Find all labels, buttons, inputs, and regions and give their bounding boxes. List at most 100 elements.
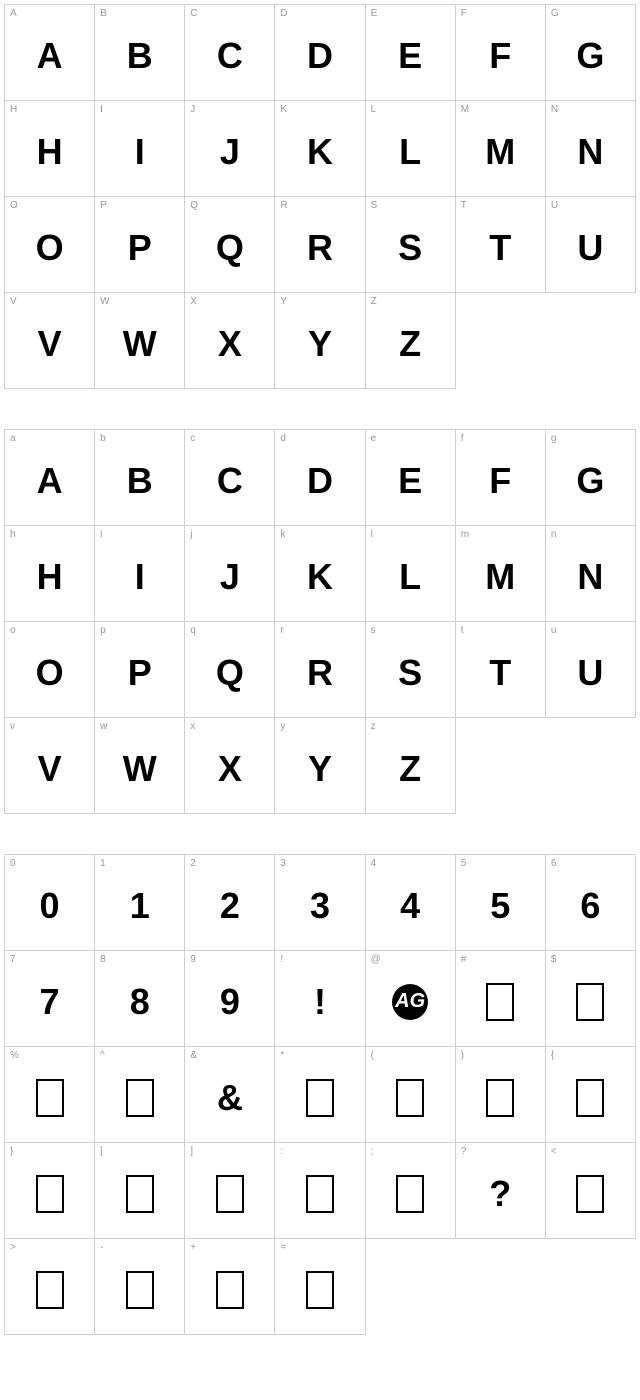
charmap-glyph: H [5, 526, 94, 621]
charmap-glyph: & [185, 1047, 274, 1142]
charmap-key-label: 5 [461, 858, 467, 869]
charmap-key-label: ! [280, 954, 283, 965]
charmap-key-label: v [10, 721, 15, 732]
missing-glyph-icon [576, 1175, 604, 1213]
charmap-cell: BB [95, 5, 185, 101]
charmap-key-label: 0 [10, 858, 16, 869]
charmap-section-numbers-symbols: 00112233445566778899!!@AG#$%^&&*(){}[]:;… [4, 854, 636, 1335]
charmap-key-label: U [551, 200, 558, 211]
charmap-key-label: @ [371, 954, 381, 965]
glyph-char: U [577, 227, 603, 269]
charmap-glyph [456, 1047, 545, 1142]
glyph-char: K [307, 556, 333, 598]
charmap-glyph: V [5, 718, 94, 813]
charmap-cell: tT [456, 622, 546, 718]
charmap-cell: uU [546, 622, 636, 718]
glyph-char: D [307, 35, 333, 77]
glyph-char: J [220, 556, 240, 598]
glyph-char: V [38, 323, 62, 365]
charmap-glyph: U [546, 197, 635, 292]
charmap-cell: FF [456, 5, 546, 101]
charmap-glyph [366, 1047, 455, 1142]
charmap-cell: VV [5, 293, 95, 389]
charmap-key-label: 9 [190, 954, 196, 965]
charmap-glyph: W [95, 718, 184, 813]
charmap-key-label: : [280, 1146, 283, 1157]
charmap-key-label: y [280, 721, 285, 732]
charmap-key-label: Y [280, 296, 287, 307]
missing-glyph-icon [36, 1079, 64, 1117]
glyph-char: Q [216, 652, 244, 694]
charmap-glyph: Q [185, 197, 274, 292]
charmap-cell-empty [366, 1239, 456, 1335]
charmap-cell: 22 [185, 855, 275, 951]
charmap-glyph: C [185, 430, 274, 525]
charmap-glyph: L [366, 526, 455, 621]
charmap-cell: vV [5, 718, 95, 814]
charmap-key-label: I [100, 104, 103, 115]
missing-glyph-icon [306, 1271, 334, 1309]
charmap-key-label: c [190, 433, 195, 444]
charmap-glyph [95, 1047, 184, 1142]
charmap-cell: < [546, 1143, 636, 1239]
charmap-cell: 00 [5, 855, 95, 951]
charmap-cell: UU [546, 197, 636, 293]
glyph-char: ? [489, 1173, 511, 1215]
charmap-glyph: S [366, 197, 455, 292]
charmap-glyph: 4 [366, 855, 455, 950]
charmap-key-label: ( [371, 1050, 374, 1061]
glyph-char: B [127, 35, 153, 77]
charmap-glyph [185, 1143, 274, 1238]
charmap-glyph [5, 1143, 94, 1238]
charmap-cell: gG [546, 430, 636, 526]
charmap-glyph: A [5, 430, 94, 525]
glyph-char: Z [399, 323, 421, 365]
charmap-glyph: L [366, 101, 455, 196]
charmap-key-label: W [100, 296, 109, 307]
charmap-glyph: S [366, 622, 455, 717]
charmap-glyph: U [546, 622, 635, 717]
charmap-glyph: ! [275, 951, 364, 1046]
charmap-key-label: G [551, 8, 559, 19]
charmap-key-label: S [371, 200, 378, 211]
charmap-glyph: G [546, 5, 635, 100]
glyph-char: U [577, 652, 603, 694]
charmap-glyph: Y [275, 293, 364, 388]
glyph-char: T [489, 652, 511, 694]
charmap-key-label: K [280, 104, 287, 115]
charmap-cell: ( [366, 1047, 456, 1143]
charmap-cell: % [5, 1047, 95, 1143]
charmap-key-label: N [551, 104, 558, 115]
charmap-glyph: 6 [546, 855, 635, 950]
charmap-cell: kK [275, 526, 365, 622]
charmap-cell: RR [275, 197, 365, 293]
charmap-key-label: t [461, 625, 464, 636]
glyph-char: S [398, 227, 422, 269]
glyph-char: N [577, 131, 603, 173]
charmap-glyph [275, 1047, 364, 1142]
charmap-cell: [ [95, 1143, 185, 1239]
charmap-cell: TT [456, 197, 546, 293]
charmap-key-label: q [190, 625, 196, 636]
charmap-glyph [366, 1143, 455, 1238]
glyph-char: 9 [220, 981, 240, 1023]
glyph-char: X [218, 323, 242, 365]
charmap-cell: cC [185, 430, 275, 526]
charmap-cell-empty [546, 293, 636, 389]
glyph-char: O [36, 652, 64, 694]
missing-glyph-icon [36, 1271, 64, 1309]
charmap-glyph: D [275, 430, 364, 525]
charmap-glyph [275, 1143, 364, 1238]
glyph-char: W [123, 323, 157, 365]
charmap-key-label: p [100, 625, 106, 636]
charmap-cell-empty [546, 1239, 636, 1335]
charmap-cell: HH [5, 101, 95, 197]
charmap-key-label: Z [371, 296, 377, 307]
charmap-key-label: d [280, 433, 286, 444]
charmap-glyph: E [366, 5, 455, 100]
charmap-glyph [546, 1143, 635, 1238]
charmap-cell: > [5, 1239, 95, 1335]
glyph-char: M [485, 131, 515, 173]
missing-glyph-icon [396, 1079, 424, 1117]
glyph-char: S [398, 652, 422, 694]
